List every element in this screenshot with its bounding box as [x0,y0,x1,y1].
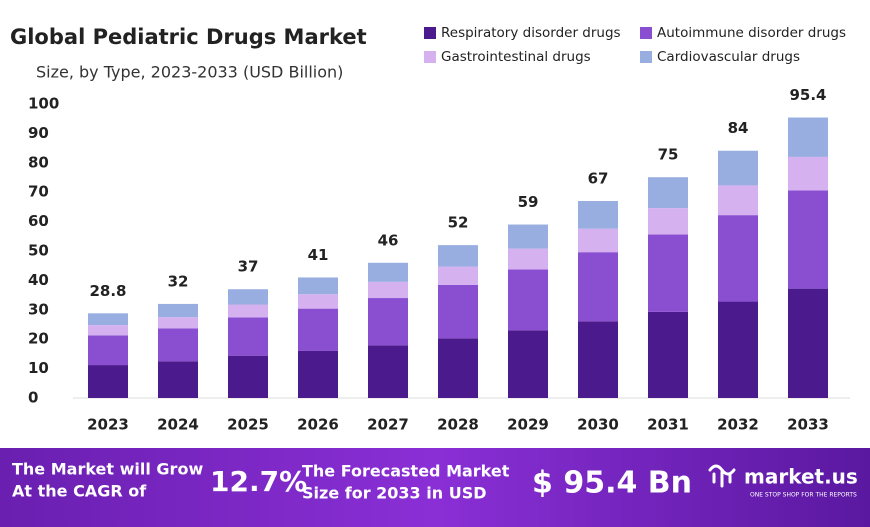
bar-segment [788,190,828,289]
bar-segment [718,185,758,216]
bar-segment [368,298,408,346]
bar-segment [88,365,128,398]
total-label: 37 [238,258,259,276]
footer-text: At the CAGR of [12,482,147,501]
legend-swatch [640,27,652,39]
bar-segment [88,313,128,326]
bar-segment [578,252,618,322]
bar-segment [228,304,268,318]
bar-segment [298,294,338,309]
bar-segment [508,330,548,398]
bar-segment [158,303,198,318]
bar-segment [88,335,128,366]
total-label: 59 [518,193,539,211]
y-tick-label: 90 [28,124,49,142]
bar-segment [788,288,828,398]
chart-title: Global Pediatric Drugs Market [10,25,367,49]
cagr-value: 12.7% [210,465,307,498]
y-tick-label: 100 [28,95,59,113]
bar-segment [368,262,408,282]
bar-segment [648,177,688,209]
x-tick-label: 2023 [87,416,129,434]
bar-segment [508,269,548,331]
y-tick-label: 10 [28,359,49,377]
total-label: 95.4 [789,86,826,104]
x-tick-label: 2032 [717,416,759,434]
bar-segment [508,248,548,270]
total-label: 32 [168,272,189,290]
legend-label: Gastrointestinal drugs [441,49,591,65]
x-tick-label: 2025 [227,416,269,434]
bar-segment [298,308,338,351]
legend-swatch [640,51,652,63]
bar-segment [88,325,128,336]
y-tick-label: 0 [28,389,38,407]
total-label: 28.8 [89,282,126,300]
x-tick-label: 2026 [297,416,339,434]
bar-segment [438,338,478,398]
bar-segment [648,208,688,235]
bar-segment [438,266,478,285]
x-tick-label: 2024 [157,416,199,434]
x-tick-label: 2030 [577,416,619,434]
y-tick-label: 50 [28,242,49,260]
footer-text: Size for 2033 in USD [302,484,487,503]
x-tick-label: 2029 [507,416,549,434]
bar-segment [158,317,198,329]
footer-text: The Market will Grow [12,460,203,479]
chart-subtitle: Size, by Type, 2023-2033 (USD Billion) [36,63,343,82]
total-label: 67 [588,170,609,188]
bar-segment [578,321,618,398]
legend-label: Autoimmune disorder drugs [657,25,846,41]
bar-segment [788,117,828,157]
x-tick-label: 2028 [437,416,479,434]
y-tick-label: 60 [28,212,49,230]
bar-segment [718,301,758,398]
legend-label: Cardiovascular drugs [657,49,800,65]
bar-segment [508,224,548,249]
bar-segment [438,284,478,339]
bar-segment [578,201,618,229]
legend-swatch [424,27,436,39]
bar-segment [648,311,688,398]
bar-segment [298,277,338,295]
bar-segment [298,350,338,398]
bar-segment [718,215,758,302]
bar-segment [438,245,478,267]
y-tick-label: 20 [28,330,49,348]
bar-segment [158,328,198,362]
bar-segment [228,317,268,356]
total-label: 75 [658,146,679,164]
bar-segment [368,281,408,299]
bar-segment [578,228,618,253]
forecast-value: $ 95.4 Bn [532,466,692,501]
bar-segment [718,150,758,186]
brand-logo [708,464,736,488]
legend-swatch [424,51,436,63]
y-tick-label: 40 [28,271,49,289]
y-tick-label: 30 [28,300,49,318]
bar-segment [648,234,688,312]
footer-text: The Forecasted Market [302,462,510,481]
x-tick-label: 2033 [787,416,829,434]
bar-segment [228,289,268,305]
bar-segment [368,345,408,398]
total-label: 84 [728,119,749,137]
legend-label: Respiratory disorder drugs [441,25,621,41]
footer-banner [0,448,870,527]
total-label: 52 [448,214,469,232]
tagline: ONE STOP SHOP FOR THE REPORTS [750,492,857,499]
brand: market.us [744,465,858,489]
y-tick-label: 80 [28,153,49,171]
total-label: 46 [378,231,399,249]
bar-segment [158,361,198,398]
x-tick-label: 2031 [647,416,689,434]
bar-segment [228,355,268,398]
total-label: 41 [308,246,329,264]
bar-segment [788,156,828,191]
y-tick-label: 70 [28,183,49,201]
x-tick-label: 2027 [367,416,409,434]
